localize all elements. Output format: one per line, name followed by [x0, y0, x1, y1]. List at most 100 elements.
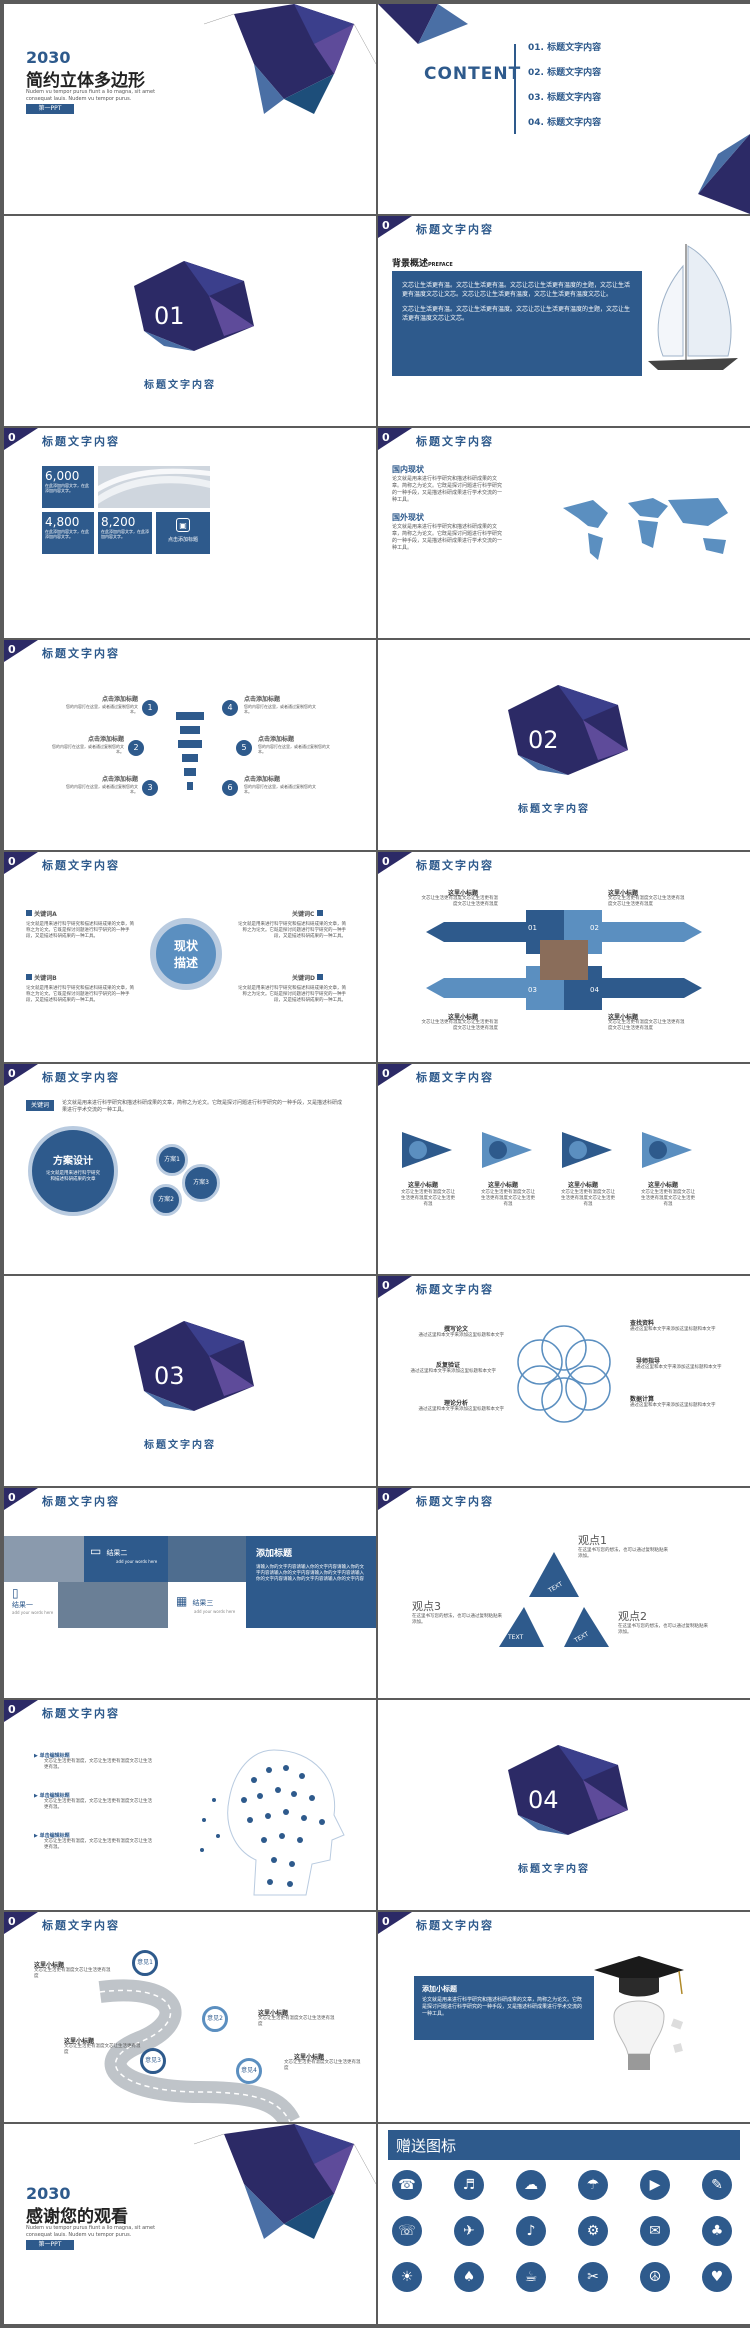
stat-card: 4,800 在此添加内容文字，在此添加内容文字。 [42, 512, 94, 554]
slide-header: 0 标题文字内容 [378, 1488, 750, 1510]
slide-current-desc[interactable]: 0 标题文字内容 现状 描述 关键词A 论文就是用来进行科学研究和描述科研成果的文… [4, 852, 376, 1062]
plan-1: 方案1 [156, 1144, 188, 1176]
slide-title[interactable]: 2030 简约立体多边形 Nudem vu tempor purus fiunt… [4, 4, 376, 214]
polygon-art [508, 1745, 628, 1835]
slide-header: 0 标题文字内容 [4, 428, 376, 450]
subtitle-1: Nudem vu tempor purus fiunt a lio magna,… [26, 2225, 156, 2231]
point-1: 观点1 [578, 1534, 607, 1547]
header-title: 标题文字内容 [416, 223, 494, 236]
block-title: 这里小标题 [608, 1014, 639, 1021]
result-1-card: ▯ 结果一 add your words here [4, 1582, 58, 1628]
slide-thanks[interactable]: 2030 感谢您的观看 Nudem vu tempor purus fiunt … [4, 2124, 376, 2324]
block-title: 这里小标题 [608, 890, 639, 897]
slide-section-02[interactable]: 02 标题文字内容 [378, 640, 750, 850]
step-number: 4 [222, 700, 238, 716]
subtitle-2: consequat lauis. Nudem vu tempor purus. [26, 2232, 132, 2238]
flower-item-title: 数据计算 [630, 1396, 655, 1403]
divider [514, 44, 516, 134]
arrow-title: 这里小标题 [408, 1182, 439, 1189]
map-pin[interactable]: 意见1 [132, 1950, 158, 1976]
slide-section-04[interactable]: 04 标题文字内容 [378, 1700, 750, 1910]
step-number: 1 [142, 700, 158, 716]
header-title: 标题文字内容 [416, 1283, 494, 1296]
slide-bulb[interactable]: 0 标题文字内容 1 点击添加标题 您的内容打在这里，或者通过复制您的文本。 2 … [4, 640, 376, 850]
slide-status[interactable]: 0 标题文字内容 国内现状 论文就是用来进行科学研究和描述科研成果的文章。简称之为… [378, 428, 750, 638]
header-title: 标题文字内容 [42, 1919, 120, 1932]
image-icon: ▣ [176, 518, 190, 532]
slide-header: 0 标题文字内容 [4, 1488, 376, 1510]
slide-numbers[interactable]: 0 标题文字内容 6,000 在此添加内容文字，在此添加内容文字。 4,800 在此添… [4, 428, 376, 638]
section-number: 01 [154, 302, 185, 330]
preface-label: 背景概述PREFACE [392, 259, 453, 269]
header-title: 标题文字内容 [42, 1707, 120, 1720]
slide-header: 0 标题文字内容 [378, 1064, 750, 1086]
step-desc: 您的内容打在这里，或者通过复制您的文本。 [52, 744, 124, 754]
slide-four-blocks[interactable]: 0 标题文字内容 01 02 03 04 这里小标题 文芯让生活更有温度文芯让生活… [378, 852, 750, 1062]
slide-section-01[interactable]: 01 标题文字内容 [4, 216, 376, 426]
center-circle: 现状 描述 [150, 918, 222, 990]
result-2-card: ▭ 结果二 add your words here [84, 1536, 168, 1582]
section-label: 标题文字内容 [518, 1864, 590, 1875]
step-title: 点击添加标题 [101, 776, 138, 783]
contents-item[interactable]: 04. 标题文字内容 [528, 118, 602, 128]
section-label: 标题文字内容 [144, 380, 216, 391]
gift-icon: ♬ [454, 2170, 484, 2200]
section-number: 03 [154, 1362, 185, 1390]
slide-icons-gift[interactable]: 赠送图标 ☎ ♬ ☁ ☂ ▶ ✎ ☏ ✈ ♪ ⚙ ✉ ♣ ☀ ♠ ☕ ✂ ☮ ♥ [378, 2124, 750, 2324]
brand-button[interactable]: 第一PPT [26, 2240, 74, 2250]
road-title: 这里小标题 [294, 2054, 325, 2061]
map-pin[interactable]: 意见3 [140, 2048, 166, 2074]
slide-flower[interactable]: 0 标题文字内容 撰写论文 通过这里和本文字来添加这里标题和本文字 查找资料 通过… [378, 1276, 750, 1486]
slide-plan[interactable]: 0 标题文字内容 关键词 论文就是用来进行科学研究和描述科研成果的文章，简称之为论… [4, 1064, 376, 1274]
slide-graduation[interactable]: 0 标题文字内容 添加小标题 论文就是用来进行科学研究和描述科研成果的文章，简称之… [378, 1912, 750, 2122]
brand-button[interactable]: 第一PPT [26, 104, 74, 114]
main-title: 简约立体多边形 [26, 71, 145, 91]
keyboard-image [4, 1536, 84, 1582]
gift-icon: ✂ [578, 2262, 608, 2292]
foreign-heading: 国外现状 [392, 513, 424, 522]
calendar-icon: ▦ [176, 1594, 188, 1608]
slide-head-icons[interactable]: 0 标题文字内容 ▶ 单击编辑标题 文芯让生活更有温度，文芯让生活更有温度文芯让生… [4, 1700, 376, 1910]
list-item: ▶ 单击编辑标题 文芯让生活更有温度，文芯让生活更有温度文芯让生活更有温。 [34, 1753, 152, 1770]
slide-contents[interactable]: CONTENT 01. 标题文字内容 02. 标题文字内容 03. 标题文字内容… [378, 4, 750, 214]
header-title: 标题文字内容 [416, 1495, 494, 1508]
flower-item-title: 理论分析 [444, 1400, 469, 1407]
contents-item[interactable]: 03. 标题文字内容 [528, 93, 602, 103]
world-map [563, 498, 728, 560]
office-image [168, 1536, 246, 1582]
header-title: 标题文字内容 [42, 647, 120, 660]
subtitle-2: consequat lauis. Nudem vu tempor purus. [26, 96, 132, 102]
plan-circle: 方案设计 论文就是用来进行科学研究和描述科研成果的文章 [28, 1126, 118, 1216]
slide-road[interactable]: 0 标题文字内容 意见1 意见2 意见3 意见4 这里小标题 文芯让生活更有温度文… [4, 1912, 376, 2122]
plan-3: 方案3 [182, 1164, 220, 1202]
step-desc: 您的内容打在这里，或者通过复制您的文本。 [244, 704, 316, 714]
slide-preface[interactable]: 0 标题文字内容 背景概述PREFACE 文芯让生活更有温。文芯让生活更有温。文芯… [378, 216, 750, 426]
sailboat-image [648, 244, 738, 370]
step-desc: 您的内容打在这里，或者通过复制您的文本。 [258, 744, 330, 754]
polygon-art [698, 134, 750, 214]
slide-section-03[interactable]: 03 标题文字内容 [4, 1276, 376, 1486]
laptop-icon: ▭ [90, 1544, 102, 1558]
slide-arrows[interactable]: 0 标题文字内容 这里小标题 文芯让生活更有温度文芯让生活更有温度文芯让生活更有温… [378, 1064, 750, 1274]
road-title: 这里小标题 [34, 1962, 65, 1969]
polygon-art [204, 4, 376, 114]
tri-label: TEXT [508, 1634, 524, 1641]
header-title: 标题文字内容 [416, 435, 494, 448]
gift-icon: ♠ [454, 2262, 484, 2292]
contents-item[interactable]: 02. 标题文字内容 [528, 68, 602, 78]
plan-2: 方案2 [150, 1184, 182, 1216]
contents-item[interactable]: 01. 标题文字内容 [528, 43, 602, 53]
slide-results[interactable]: 0 标题文字内容 ▭ 结果二 add your words here ▯ 结果一 … [4, 1488, 376, 1698]
domestic-text: 论文就是用来进行科学研究和描述科研成果的文章。简称之为论文。它既是探讨问题进行科… [392, 476, 503, 503]
map-pin[interactable]: 意见4 [236, 2058, 262, 2084]
header-title: 标题文字内容 [42, 1071, 120, 1084]
slide-header: 0 标题文字内容 [378, 852, 750, 874]
header-title: 标题文字内容 [416, 1071, 494, 1084]
map-pin[interactable]: 意见2 [202, 2006, 228, 2032]
gift-icon: ⚙ [578, 2216, 608, 2246]
preface-box: 文芯让生活更有温。文芯让生活更有温。文芯让芯让生活更有温度的主题，文芯让生活更有… [392, 271, 642, 376]
step-title: 点击添加标题 [244, 696, 281, 703]
year: 2030 [26, 48, 71, 67]
slide-triangle[interactable]: 0 标题文字内容 TEXT TEXT TEXT 观点1 在这里书写您的想法，也可以… [378, 1488, 750, 1698]
gift-icon: ☎ [392, 2170, 422, 2200]
